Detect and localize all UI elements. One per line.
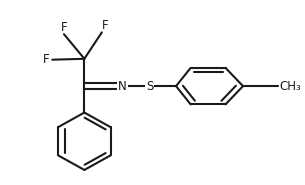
Text: F: F — [61, 21, 67, 34]
Text: N: N — [118, 80, 127, 93]
Text: F: F — [102, 19, 109, 32]
Text: S: S — [146, 80, 153, 93]
Text: F: F — [43, 53, 49, 66]
Text: CH₃: CH₃ — [279, 80, 301, 93]
